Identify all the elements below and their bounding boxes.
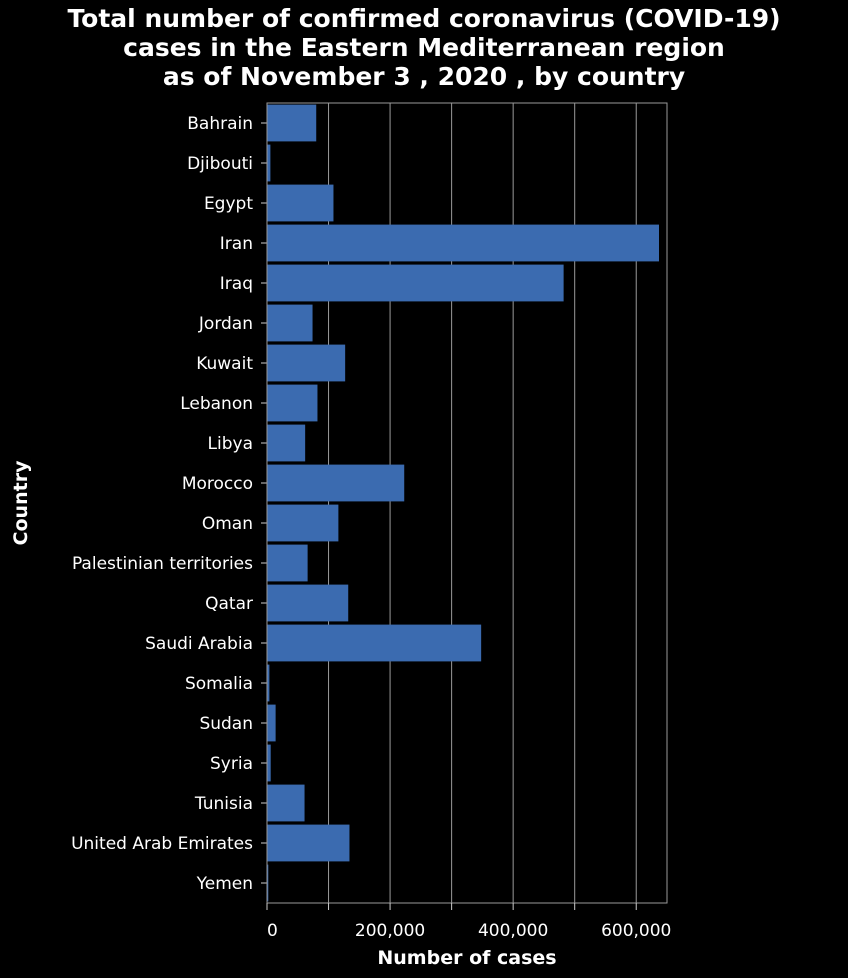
y-tick-label: Kuwait <box>196 354 253 374</box>
bar <box>267 744 271 782</box>
plot-border <box>266 102 668 904</box>
y-tick-label: Egypt <box>204 194 253 214</box>
chart-title: Total number of confirmed coronavirus (C… <box>0 4 848 91</box>
bar <box>267 144 271 182</box>
y-tick-label: Oman <box>202 514 253 534</box>
bar <box>267 464 405 502</box>
chart-title-line-3: as of November 3 , 2020 , by country <box>162 62 686 91</box>
bar <box>267 424 306 462</box>
bar <box>267 184 334 222</box>
x-tick-label: 0 <box>267 921 278 941</box>
bar <box>267 784 305 822</box>
y-tick-label: Lebanon <box>180 394 253 414</box>
y-tick-label: Yemen <box>196 874 253 894</box>
y-tick-label: United Arab Emirates <box>71 834 253 854</box>
y-tick-label: Somalia <box>185 674 253 694</box>
bar <box>267 104 317 142</box>
x-tick-label: 400,000 <box>478 921 548 941</box>
bar <box>267 864 269 902</box>
y-tick-label: Libya <box>208 434 253 454</box>
bar <box>267 544 308 582</box>
y-axis-title: Country <box>10 460 32 546</box>
bar <box>267 624 482 662</box>
chart-title-line-1: Total number of confirmed coronavirus (C… <box>67 4 781 33</box>
bar <box>267 584 349 622</box>
x-tick-label: 200,000 <box>355 921 425 941</box>
bar <box>267 384 318 422</box>
axes: Bahrain Djibouti Egypt Iran Iraq Jordan Kuwait… <box>71 102 671 941</box>
bar <box>267 224 659 262</box>
y-tick-label: Iraq <box>220 274 253 294</box>
y-tick-label: Iran <box>220 234 253 254</box>
grid-lines <box>328 103 637 903</box>
bar <box>267 264 564 302</box>
y-tick-label: Qatar <box>205 594 253 614</box>
chart-title-line-2: cases in the Eastern Mediterranean regio… <box>123 33 725 62</box>
y-tick-label: Morocco <box>182 474 253 494</box>
y-tick-label: Saudi Arabia <box>145 634 253 654</box>
y-tick-label: Bahrain <box>187 114 253 134</box>
bar <box>267 664 270 702</box>
bar <box>267 704 276 742</box>
y-tick-label: Djibouti <box>187 154 253 174</box>
y-tick-label: Syria <box>210 754 253 774</box>
y-tick-label: Tunisia <box>194 794 253 814</box>
y-tick-label: Jordan <box>198 314 253 334</box>
bar <box>267 824 350 862</box>
x-tick-label: 600,000 <box>601 921 671 941</box>
y-tick-label: Palestinian territories <box>72 554 253 574</box>
bar <box>267 344 346 382</box>
bar <box>267 504 339 542</box>
bars <box>267 104 659 902</box>
bar <box>267 304 313 342</box>
x-axis-title: Number of cases <box>377 947 556 969</box>
y-tick-label: Sudan <box>199 714 253 734</box>
